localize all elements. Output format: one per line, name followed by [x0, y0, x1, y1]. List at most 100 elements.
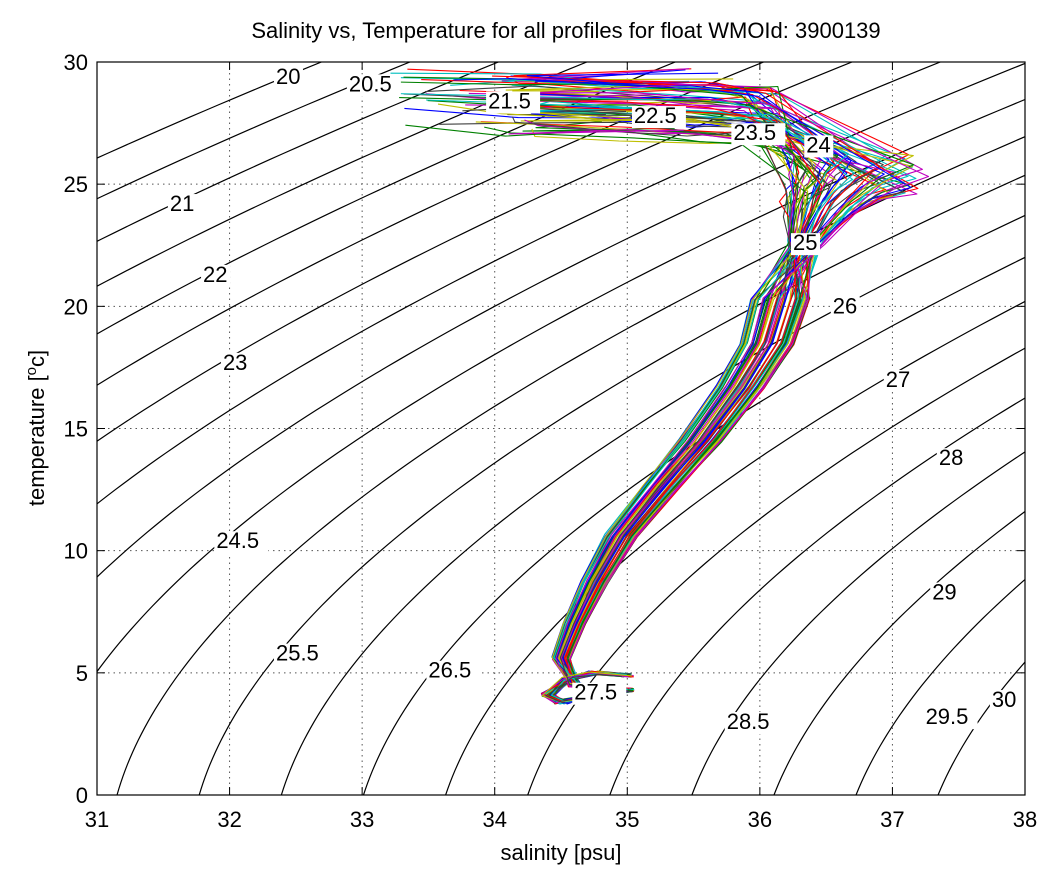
isopycnal-label-bg [167, 194, 197, 217]
isopycnal-label-bg [346, 74, 401, 97]
isopycnal-line [691, 451, 1025, 795]
profile-line [424, 85, 857, 704]
isopycnal-label-bg [923, 707, 978, 730]
isopycnal-line [97, 62, 1025, 578]
profile-line [505, 85, 816, 704]
y-tick-label: 0 [76, 783, 88, 808]
isopycnal-label-bg [936, 448, 966, 471]
isopycnal-label-bg [989, 690, 1019, 713]
isopycnal-line [97, 62, 499, 242]
isopycnal-label-bg [201, 264, 231, 287]
isopycnal-line [97, 98, 1025, 673]
y-tick-label: 5 [76, 661, 88, 686]
x-tick-label: 37 [880, 807, 904, 832]
y-tick-label: 30 [64, 50, 88, 75]
profile-line [465, 104, 918, 705]
isopycnal-line [609, 397, 1025, 795]
isopycnal-label-bg [731, 123, 786, 146]
isopycnal-label: 29.5 [926, 704, 969, 729]
isopycnal-label: 20.5 [349, 71, 392, 96]
isopycnal-label: 23 [223, 350, 247, 375]
isopycnal-line [855, 578, 1025, 795]
profile-line [511, 116, 807, 703]
profile-line [480, 121, 887, 702]
isopycnal-label-bg [830, 296, 860, 319]
isopycnal-label: 26.5 [428, 658, 471, 683]
x-tick-label: 38 [1013, 807, 1037, 832]
isopycnal-label-bg [214, 531, 269, 554]
y-tick-label: 25 [64, 172, 88, 197]
profile-line [501, 98, 842, 703]
isopycnal-line [97, 62, 588, 287]
profile-line [505, 76, 811, 704]
isopycnal-labels: 20 20.5 21 21.5 22 22.5 23 23.5 24 24.5 25 25.5 26 26… [167, 64, 1019, 735]
isopycnal-label: 30 [992, 687, 1016, 712]
y-axis-label-superscript: o [23, 367, 40, 375]
y-tick-label: 20 [64, 294, 88, 319]
isopycnal-line [97, 62, 676, 335]
profile-line [496, 103, 802, 704]
isopycnal-label-bg [273, 66, 303, 89]
chart-title: Salinity vs, Temperature for all profile… [251, 18, 880, 43]
isopycnal-label: 22.5 [634, 103, 677, 128]
profile-lines [389, 68, 930, 705]
profile-line [462, 107, 831, 703]
isopycnal-label: 20 [276, 64, 300, 89]
profile-line [496, 106, 821, 702]
isopycnal-line [280, 214, 1025, 795]
isopycnal-label-bg [791, 233, 820, 256]
isopycnal-label: 21 [170, 191, 194, 216]
x-axis-label: salinity [psu] [500, 840, 621, 865]
isopycnal-line [97, 62, 853, 442]
isopycnal-label: 21.5 [488, 88, 531, 113]
isopycnal-label-bg [486, 91, 541, 114]
y-axis-label-suffix: c] [24, 350, 49, 367]
isopycnal-label-bg [804, 135, 834, 158]
isopycnal-label: 22 [203, 262, 227, 287]
x-tick-label: 36 [748, 807, 772, 832]
isopycnal-label-bg [426, 660, 481, 683]
isopycnal-line [937, 661, 1025, 795]
x-tick-label: 32 [217, 807, 241, 832]
x-tick-label: 34 [482, 807, 506, 832]
isopycnal-label: 29 [932, 580, 956, 605]
isopycnal-line [445, 300, 1025, 795]
isopycnal-line [116, 136, 1025, 795]
isopycnal-label: 27.5 [574, 680, 617, 705]
profile-line [526, 72, 852, 704]
x-tick-label: 35 [615, 807, 639, 832]
profile-line [426, 99, 854, 705]
profile-line [405, 124, 809, 705]
isopycnal-label: 27 [886, 367, 910, 392]
profile-line [439, 121, 822, 705]
x-tick-label: 31 [85, 807, 109, 832]
isopycnal-label-bg [930, 582, 960, 605]
profile-line [468, 92, 846, 705]
y-axis-label-prefix: temperature [ [24, 375, 49, 506]
isopycnal-label-bg [724, 712, 779, 735]
isopycnal-label: 28 [939, 445, 963, 470]
isopycnal-label: 24 [806, 132, 830, 157]
isopycnal-line [97, 62, 941, 505]
isopycnal-label: 25.5 [276, 641, 319, 666]
isopycnal-label-bg [273, 643, 328, 666]
isopycnal-label-bg [572, 682, 627, 705]
isopycnal-label-bg [631, 106, 686, 129]
isopycnal-label: 25 [793, 230, 817, 255]
isopycnal-label-bg [883, 369, 913, 392]
isopycnal-label: 23.5 [733, 120, 776, 145]
profile-line [484, 126, 839, 704]
x-tick-label: 33 [350, 807, 374, 832]
y-tick-label: 10 [64, 539, 88, 564]
y-tick-label: 15 [64, 417, 88, 442]
isopycnal-label: 28.5 [727, 709, 770, 734]
isopycnal-label-bg [220, 352, 250, 375]
isopycnal-label: 24.5 [216, 528, 259, 553]
isopycnal-label: 26 [833, 294, 857, 319]
isopycnal-line [97, 62, 411, 200]
axis-ticks: 31 32 33 34 35 36 37 38 0 5 10 15 20 25 30 [64, 50, 1038, 832]
isopycnal-line [97, 62, 764, 386]
profile-line [392, 92, 855, 703]
isopycnal-line [198, 174, 1025, 795]
